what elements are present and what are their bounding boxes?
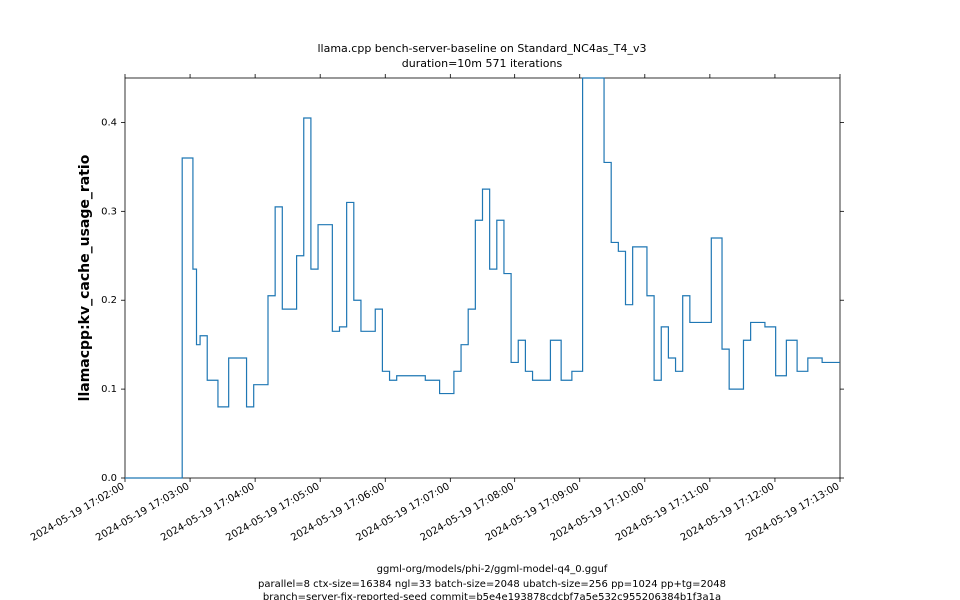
chart-title-line1: llama.cpp bench-server-baseline on Stand… [317,42,646,55]
y-tick-label: 0.2 [101,295,117,306]
footer-line1: ggml-org/models/phi-2/ggml-model-q4_0.gg… [377,564,608,575]
x-axis-ticks: 2024-05-19 17:02:002024-05-19 17:03:0020… [29,74,841,544]
y-tick-label: 0.3 [101,206,117,217]
footer-line2: parallel=8 ctx-size=16384 ngl=33 batch-s… [258,579,726,590]
y-tick-label: 0.4 [101,117,117,128]
y-tick-label: 0.0 [101,473,117,484]
y-tick-label: 0.1 [101,384,117,395]
line-chart: llama.cpp bench-server-baseline on Stand… [0,0,960,600]
y-axis-ticks: 0.0 0.1 0.2 0.3 0.4 [101,117,844,484]
plot-area [125,78,840,478]
chart-title-line2: duration=10m 571 iterations [402,57,563,70]
y-axis-label: llamacpp:kv_cache_usage_ratio [77,154,93,401]
footer-line3: branch=server-fix-reported-seed commit=b… [263,592,721,600]
data-series-line [125,78,840,478]
chart-container: llama.cpp bench-server-baseline on Stand… [0,0,960,600]
